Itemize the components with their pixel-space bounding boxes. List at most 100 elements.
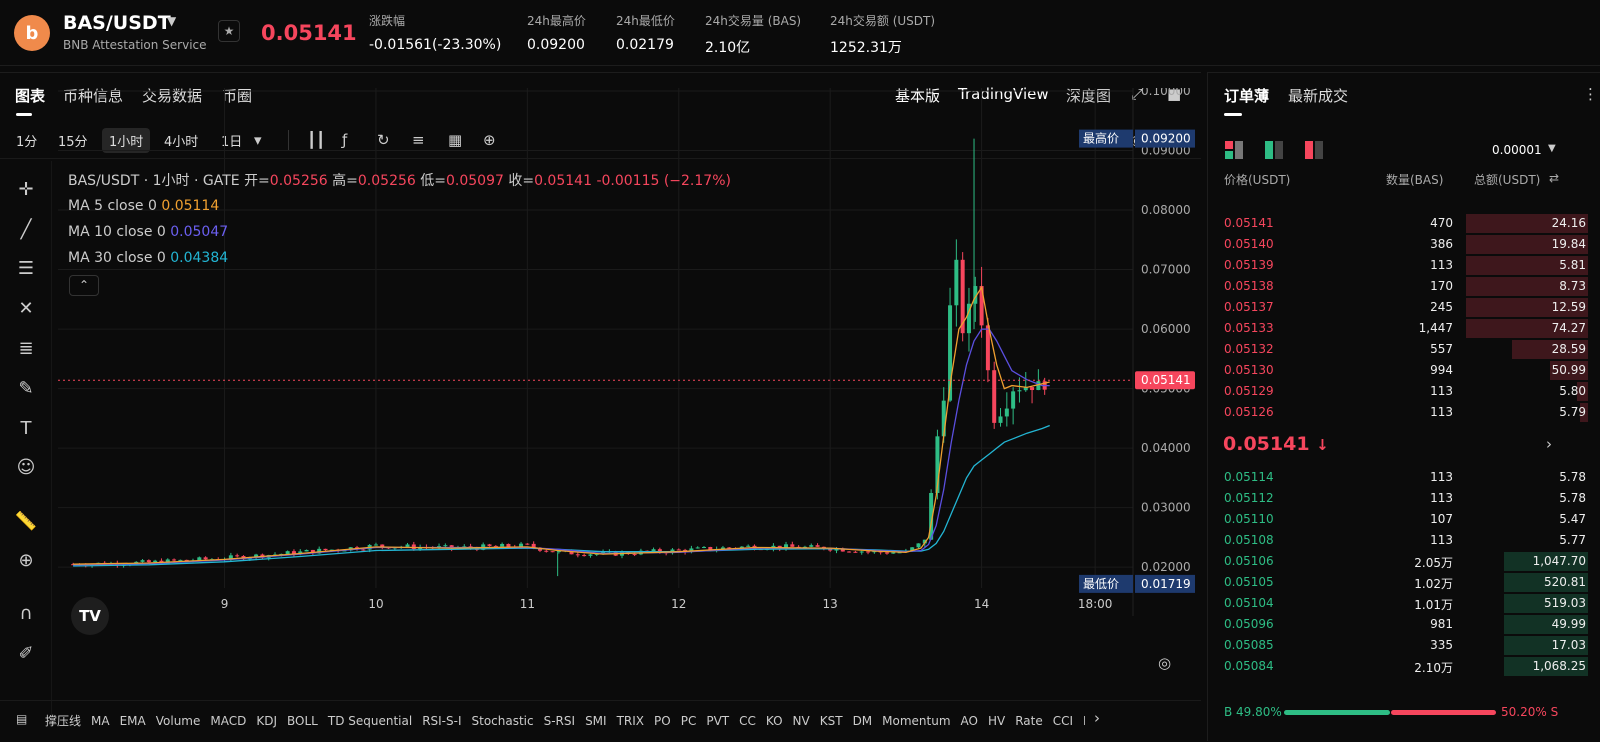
emoji-icon[interactable]: ☺ [16,456,36,478]
indicator-6[interactable]: BOLL [287,714,318,728]
bid-row[interactable]: 0.05105 1.02万 520.81 [1208,572,1588,593]
interval-1h[interactable]: 1小时 [102,128,151,153]
indicator-8[interactable]: RSI-S-I [422,714,462,728]
indicator-16[interactable]: CC [739,714,756,728]
ask-row[interactable]: 0.05129 113 5.80 [1208,381,1588,402]
interval-15m[interactable]: 15分 [58,135,88,150]
indicator-22[interactable]: AO [960,714,978,728]
pattern-icon[interactable]: ✕ [18,297,34,319]
ask-row[interactable]: 0.05139 113 5.81 [1208,255,1588,276]
ask-row[interactable]: 0.05141 470 24.16 [1208,213,1588,234]
bid-row[interactable]: 0.05108 113 5.77 [1208,530,1588,551]
indicator-26[interactable]: Balance [1083,714,1085,728]
indicator-4[interactable]: MACD [210,714,247,728]
add-icon[interactable]: ⊕ [483,131,496,149]
brush-icon[interactable]: ✎ [18,377,34,399]
tab-community[interactable]: 币圈 [222,87,253,105]
refresh-icon[interactable]: ↻ [377,131,390,149]
tab-trade-data[interactable]: 交易数据 [142,87,203,105]
indicator-24[interactable]: Rate [1015,714,1043,728]
pair-symbol[interactable]: BAS/USDT [63,12,171,34]
view-bids-icon[interactable] [1265,141,1283,159]
tab-orderbook[interactable]: 订单薄 [1224,87,1270,105]
collapse-legend-icon[interactable]: ⌃ [69,275,99,296]
tab-chart[interactable]: 图表 [15,87,46,105]
tab-tradingview[interactable]: TradingView [958,85,1049,103]
chevron-right-icon[interactable]: › [1094,709,1100,727]
ask-row[interactable]: 0.05140 386 19.84 [1208,234,1588,255]
view-both-icon[interactable] [1225,141,1243,159]
bid-row[interactable]: 0.05112 113 5.78 [1208,488,1588,509]
indicator-10[interactable]: S-RSI [543,714,576,728]
more-options-icon[interactable]: ⋮ [1583,85,1598,103]
bid-row[interactable]: 0.05096 981 49.99 [1208,614,1588,635]
bid-row[interactable]: 0.05114 113 5.78 [1208,467,1588,488]
layout-icon[interactable]: ■ [1167,85,1182,103]
indicator-1[interactable]: MA [91,714,110,728]
tab-depth[interactable]: 深度图 [1066,87,1112,105]
grid-layout-icon[interactable]: ▦ [448,131,463,149]
tab-latest-trades[interactable]: 最新成交 [1288,87,1349,105]
indicator-12[interactable]: TRIX [616,714,645,728]
ruler-icon[interactable]: 📏 [14,510,38,532]
indicator-15[interactable]: PVT [706,714,730,728]
indicator-13[interactable]: PO [654,714,671,728]
bid-row[interactable]: 0.05106 2.05万 1,047.70 [1208,551,1588,572]
ask-row[interactable]: 0.05130 994 50.99 [1208,360,1588,381]
expand-icon[interactable]: ⤢ [1131,85,1144,103]
indicator-17[interactable]: KO [765,714,783,728]
indicator-3[interactable]: Volume [155,714,201,728]
chevron-down-icon[interactable]: ▼ [1548,143,1556,154]
sort-icon[interactable]: ⇄ [1549,171,1560,185]
indicator-11[interactable]: SMI [585,714,607,728]
indicators-icon[interactable]: ƒ [342,131,348,149]
candle-type-icon[interactable]: ┃┃ [307,131,326,149]
bid-row[interactable]: 0.05084 2.10万 1,068.25 [1208,656,1588,677]
ask-row[interactable]: 0.05126 113 5.79 [1208,402,1588,423]
indicator-18[interactable]: NV [792,714,810,728]
chart-settings-icon[interactable]: ◎ [1158,654,1172,672]
indicator-21[interactable]: Momentum [882,714,951,728]
tab-coin-info[interactable]: 币种信息 [63,87,124,105]
ask-row[interactable]: 0.05138 170 8.73 [1208,276,1588,297]
indicator-25[interactable]: CCI [1052,714,1074,728]
zoom-in-icon[interactable]: ⊕ [18,549,34,571]
interval-1d[interactable]: 1日 [221,135,243,150]
lock-pencil-icon[interactable]: ✐ [18,642,34,664]
bid-row[interactable]: 0.05110 107 5.47 [1208,509,1588,530]
indicator-7[interactable]: TD Sequential [327,714,413,728]
chevron-right-icon[interactable]: › [1546,435,1552,453]
row-price: 0.05105 [1224,575,1274,589]
indicator-23[interactable]: HV [987,714,1006,728]
indicator-19[interactable]: KST [819,714,843,728]
indicator-0[interactable]: 撑压线 [45,714,82,728]
tradingview-logo-icon[interactable]: TV [71,597,109,635]
indicator-14[interactable]: PC [680,714,697,728]
view-asks-icon[interactable] [1305,141,1323,159]
indicator-2[interactable]: EMA [119,714,146,728]
ask-row[interactable]: 0.05133 1,447 74.27 [1208,318,1588,339]
favorite-star-icon[interactable]: ★ [218,20,240,42]
interval-1m[interactable]: 1分 [16,135,38,150]
calendar-icon[interactable]: ▤ [16,712,28,726]
bid-row[interactable]: 0.05085 335 17.03 [1208,635,1588,656]
tab-basic[interactable]: 基本版 [895,87,941,105]
interval-dropdown-icon[interactable]: ▾ [254,131,262,149]
fib-icon[interactable]: ≣ [18,337,34,359]
indicator-9[interactable]: Stochastic [471,714,534,728]
crosshair-icon[interactable]: ✛ [18,178,34,200]
template-icon[interactable]: ≡ [412,131,425,149]
precision-select[interactable]: 0.00001 [1492,143,1542,157]
magnet-icon[interactable]: ∩ [19,602,33,624]
indicator-20[interactable]: DM [852,714,873,728]
ask-row[interactable]: 0.05132 557 28.59 [1208,339,1588,360]
chevron-down-icon[interactable]: ▼ [167,14,177,28]
price-chart[interactable]: 0.100000.090000.080000.070000.060000.050… [58,88,1201,616]
indicator-5[interactable]: KDJ [256,714,278,728]
ask-row[interactable]: 0.05137 245 12.59 [1208,297,1588,318]
interval-4h[interactable]: 4小时 [164,135,199,150]
bid-row[interactable]: 0.05104 1.01万 519.03 [1208,593,1588,614]
trendline-icon[interactable]: ╱ [20,218,32,240]
horizontal-lines-icon[interactable]: ☰ [17,257,35,279]
text-tool-icon[interactable]: T [20,417,32,439]
